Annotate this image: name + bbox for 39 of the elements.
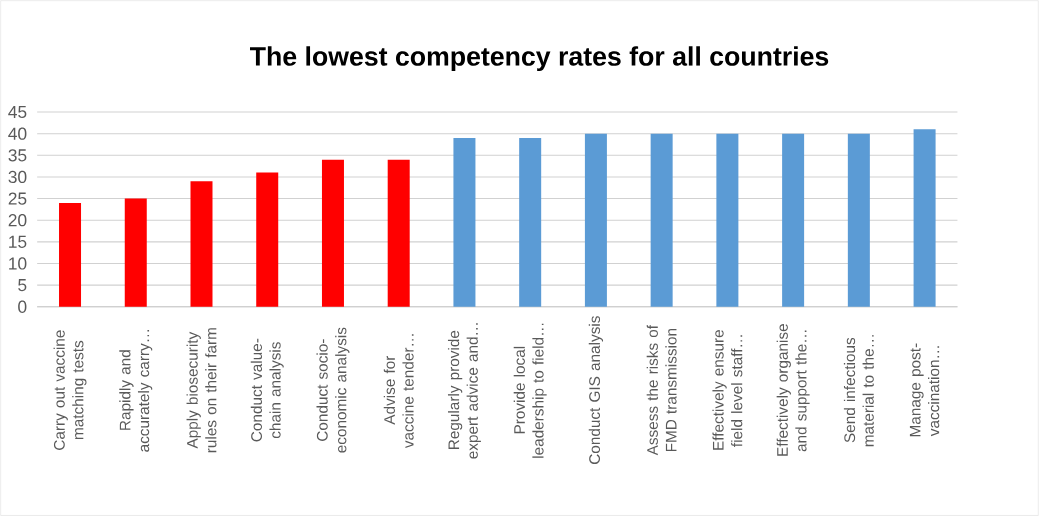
- x-tick-label: Conduct socio-economic analysis: [316, 327, 350, 453]
- bar: [124, 198, 147, 307]
- x-tick-label: Manage post-vaccination…: [909, 343, 940, 437]
- x-tick-label: Conduct value-chain analysis: [250, 338, 284, 442]
- x-tick-label: Send infectious material to the…: [843, 335, 874, 447]
- x-tick-label: Regularly provide expert advice and…: [447, 323, 481, 459]
- y-tick-label: 25: [8, 192, 27, 205]
- x-tick-label: Conduct GIS analysis: [588, 316, 604, 464]
- bar: [190, 181, 213, 307]
- x-tick-label: Effectively organise and support the…: [776, 324, 810, 456]
- chart-title: The lowest competency rates for all countries: [250, 46, 829, 72]
- x-tick-label: Carry out vaccine matching tests: [53, 330, 87, 450]
- bar: [782, 133, 805, 307]
- y-tick-label: 40: [8, 127, 27, 140]
- y-tick-label: 10: [9, 257, 27, 270]
- bar: [256, 172, 279, 307]
- x-tick-label: Apply biosecurity rules on their farm: [186, 328, 217, 453]
- y-tick-label: 20: [8, 214, 27, 227]
- bar: [387, 159, 410, 307]
- bar: [519, 137, 542, 307]
- x-tick-label: Advise for vaccine tender…: [383, 334, 414, 448]
- bar: [847, 133, 870, 307]
- bar: [650, 133, 673, 307]
- y-tick-label: 15: [9, 235, 27, 248]
- y-tick-label: 5: [18, 279, 27, 292]
- y-tick-label: 30: [8, 170, 27, 183]
- bar: [584, 133, 607, 307]
- y-tick-label: 0: [18, 300, 27, 313]
- x-tick-label: Rapidly and accurately carry…: [119, 329, 153, 452]
- bar: [453, 137, 476, 307]
- y-tick-label: 35: [8, 149, 27, 162]
- bar: [321, 159, 344, 307]
- y-tick-label: 45: [8, 105, 27, 119]
- x-tick-label: Provide local leadership to field…: [513, 323, 547, 458]
- bar: [59, 202, 82, 307]
- bar: [716, 133, 739, 307]
- x-tick-label: Effectively ensure field level staff…: [712, 329, 743, 450]
- bar: [913, 129, 936, 307]
- x-tick-label: Assess the risks of FMD transmission: [646, 324, 677, 456]
